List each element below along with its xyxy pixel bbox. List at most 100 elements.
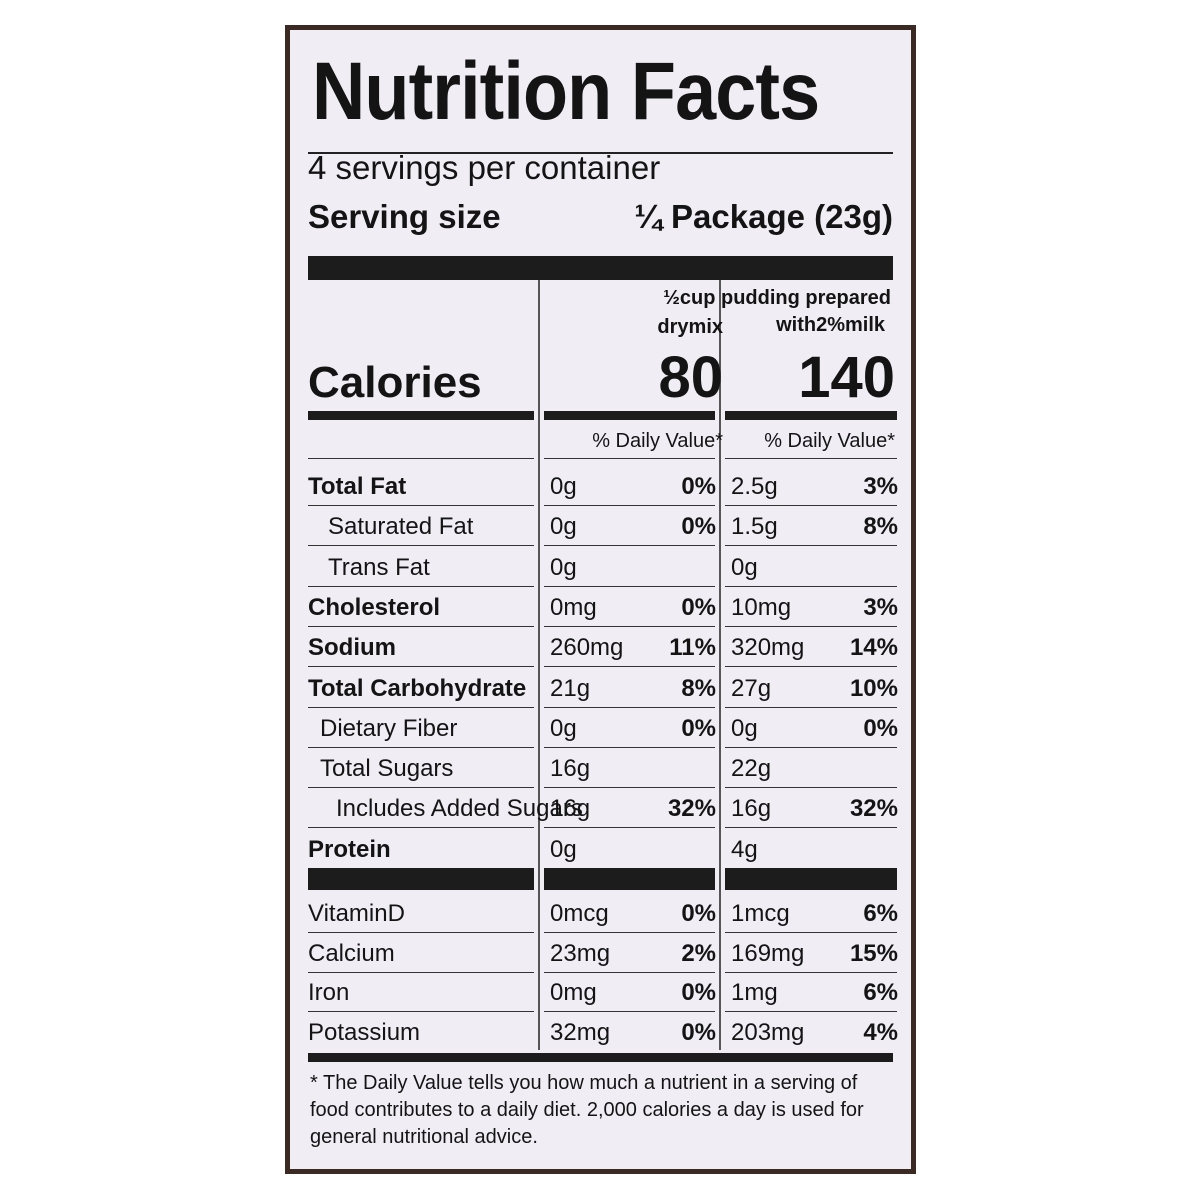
row-divider	[725, 666, 897, 668]
row-divider	[725, 787, 897, 789]
serving-size-value: ¼ Package (23g)	[634, 198, 893, 235]
row-divider	[544, 827, 715, 829]
row-divider	[308, 787, 534, 789]
vitamin-bar-prepared	[725, 868, 897, 890]
dry-daily-value: 2%	[681, 939, 716, 967]
prepared-amount: 27g	[731, 674, 772, 702]
nutrition-facts-panel: Nutrition Facts 4 servings per container…	[290, 30, 911, 1169]
dry-amount: 0mg	[550, 593, 597, 621]
nutrient-name: Protein	[308, 835, 391, 863]
footnote-divider	[308, 1053, 893, 1062]
table-row: Iron 0mg 0% 1mg 6%	[308, 972, 898, 1012]
table-row: Cholesterol 0mg 0% 10mg 3%	[308, 587, 898, 627]
prepared-amount: 2.5g	[731, 473, 778, 500]
dry-amount: 16g	[550, 795, 591, 823]
title-divider	[308, 152, 893, 154]
prepared-daily-value: 10%	[849, 674, 898, 702]
prepared-column-header-line1: ½cup pudding prepared	[663, 287, 891, 309]
nutrient-name: Dietary Fiber	[320, 714, 458, 742]
row-divider	[544, 971, 715, 973]
row-divider	[308, 932, 534, 933]
nutrient-name: Sodium	[308, 634, 396, 662]
dry-daily-value: 0%	[681, 900, 716, 927]
dry-amount: 0g	[550, 714, 577, 742]
table-row: Protein 0g 4g	[308, 829, 893, 869]
row-divider	[725, 505, 897, 506]
prepared-calories-value: 140	[798, 345, 895, 410]
dry-calories-value: 80	[658, 345, 723, 410]
row-divider	[725, 971, 897, 973]
nutrient-name: VitaminD	[308, 900, 405, 927]
dry-amount: 16g	[550, 755, 591, 783]
row-divider	[725, 746, 897, 748]
dry-amount: 23mg	[550, 939, 611, 967]
row-divider	[308, 706, 534, 708]
prepared-daily-value: 3%	[863, 593, 898, 621]
serving-divider-thick	[308, 256, 893, 280]
row-divider	[725, 932, 897, 933]
dry-amount: 0g	[550, 513, 577, 541]
nutrient-name: Calcium	[308, 939, 395, 967]
row-divider	[308, 505, 534, 506]
table-row: Saturated Fat 0g 0% 1.5g 8%	[308, 506, 898, 547]
row-divider	[725, 706, 897, 708]
row-divider	[544, 787, 715, 789]
dry-daily-value: 0%	[681, 714, 716, 742]
row-divider	[308, 1011, 534, 1012]
prepared-amount: 1.5g	[731, 513, 778, 541]
row-divider	[725, 827, 897, 829]
dry-daily-value: 0%	[681, 593, 716, 621]
row-divider	[544, 666, 715, 668]
table-row: Sodium 260mg 11% 320mg 14%	[308, 627, 898, 668]
row-divider	[725, 625, 897, 627]
dry-amount: 21g	[550, 674, 591, 702]
table-row: Calcium 23mg 2% 169mg 15%	[308, 933, 898, 973]
row-divider	[308, 827, 534, 829]
dry-amount: 32mg	[550, 1018, 611, 1046]
column-divider-1	[538, 280, 540, 1050]
nutrient-name: Iron	[308, 979, 350, 1006]
prepared-amount: 4g	[731, 835, 758, 863]
table-row: Dietary Fiber 0g 0% 0g 0%	[308, 708, 898, 748]
prepared-amount: 16g	[731, 795, 772, 823]
prepared-daily-value-header: % Daily Value*	[764, 430, 895, 452]
table-row: Total Sugars 16g 22g	[308, 748, 897, 789]
prepared-daily-value: 15%	[849, 939, 898, 967]
serving-size-label: Serving size	[308, 198, 501, 235]
row-divider	[544, 746, 715, 748]
prepared-daily-value: 0%	[863, 714, 898, 742]
row-divider	[725, 545, 897, 547]
row-divider	[544, 1011, 715, 1012]
dry-daily-value-header: % Daily Value*	[592, 430, 723, 452]
prepared-daily-value: 6%	[863, 979, 898, 1006]
daily-value-footnote: * The Daily Value tells you how much a n…	[310, 1072, 864, 1148]
dry-amount: 0mcg	[550, 900, 609, 927]
dry-amount: 0g	[550, 835, 577, 863]
prepared-daily-value: 6%	[863, 900, 898, 927]
dry-daily-value: 0%	[681, 1018, 716, 1046]
row-divider	[544, 625, 715, 627]
dry-daily-value: 0%	[681, 473, 716, 500]
table-row: VitaminD 0mcg 0% 1mcg 6%	[308, 893, 898, 933]
prepared-amount: 169mg	[731, 939, 805, 967]
dry-daily-value: 32%	[667, 795, 716, 823]
prepared-daily-value: 14%	[849, 634, 898, 662]
nutrient-name: Includes Added Sugars	[336, 795, 583, 823]
calories-label: Calories	[308, 358, 482, 407]
table-row: Trans Fat 0g 0g	[308, 547, 897, 587]
dry-amount: 260mg	[550, 634, 624, 662]
prepared-amount: 0g	[731, 553, 758, 581]
daily-value-header-divider	[544, 458, 715, 459]
nutrient-name: Total Fat	[308, 473, 407, 500]
dry-daily-value: 8%	[681, 674, 716, 702]
row-divider	[308, 625, 534, 627]
nutrient-name: Total Sugars	[320, 755, 454, 783]
table-row: Includes Added Sugars 16g 32% 16g 32%	[308, 788, 898, 829]
label-title: Nutrition Facts	[312, 46, 820, 137]
calories-bar-prepared	[725, 411, 897, 420]
row-divider	[308, 666, 534, 668]
prepared-daily-value: 3%	[863, 473, 898, 500]
row-divider	[308, 971, 534, 973]
prepared-amount: 320mg	[731, 634, 805, 662]
row-divider	[308, 746, 534, 748]
